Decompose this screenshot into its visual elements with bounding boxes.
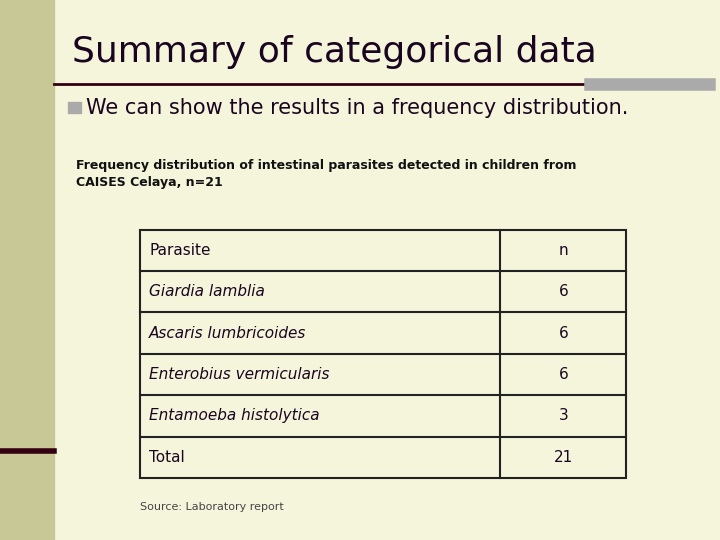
Text: Ascaris lumbricoides: Ascaris lumbricoides bbox=[149, 326, 307, 341]
Text: CAISES Celaya, n=21: CAISES Celaya, n=21 bbox=[76, 176, 222, 189]
Text: Giardia lamblia: Giardia lamblia bbox=[149, 284, 265, 299]
Text: Enterobius vermicularis: Enterobius vermicularis bbox=[149, 367, 330, 382]
Text: 6: 6 bbox=[559, 367, 568, 382]
Text: Summary of categorical data: Summary of categorical data bbox=[72, 35, 597, 69]
Text: Entamoeba histolytica: Entamoeba histolytica bbox=[149, 408, 320, 423]
Text: We can show the results in a frequency distribution.: We can show the results in a frequency d… bbox=[86, 98, 629, 118]
Text: 6: 6 bbox=[559, 284, 568, 299]
Text: n: n bbox=[559, 242, 568, 258]
Text: Source: Laboratory report: Source: Laboratory report bbox=[140, 502, 284, 512]
Text: 6: 6 bbox=[559, 326, 568, 341]
Text: 3: 3 bbox=[559, 408, 568, 423]
Text: Parasite: Parasite bbox=[149, 242, 210, 258]
Text: Total: Total bbox=[149, 450, 185, 465]
Text: Frequency distribution of intestinal parasites detected in children from: Frequency distribution of intestinal par… bbox=[76, 159, 576, 172]
Text: 21: 21 bbox=[554, 450, 573, 465]
